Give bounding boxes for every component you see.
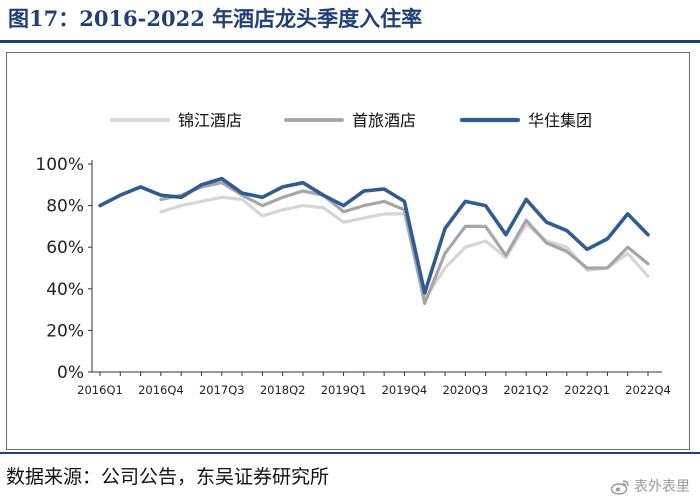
x-tick-label: 2018Q2 — [260, 383, 306, 397]
footer-divider — [0, 452, 700, 454]
legend-label-1: 锦江酒店 — [178, 111, 242, 130]
y-tick-label: 100% — [35, 155, 84, 175]
watermark-text: 表外表里 — [634, 479, 690, 495]
y-tick-label: 20% — [46, 321, 84, 341]
axes: 0% 20% 40% 60% 80% 100% 2016Q1 2016Q4 2017Q3 2018… — [35, 155, 670, 397]
plot-frame — [6, 52, 690, 450]
legend: 锦江酒店 首旅酒店 华住集团 — [110, 111, 592, 130]
watermark: 表外表里 — [610, 476, 690, 498]
title-divider — [0, 40, 700, 43]
x-tick-label: 2016Q4 — [138, 383, 184, 397]
x-tick-label: 2022Q1 — [564, 383, 610, 397]
line-chart: 锦江酒店 首旅酒店 华住集团 0% 20% 40% 60% 80% 100% 2016Q1 201… — [35, 111, 670, 397]
source-note: 数据来源：公司公告，东吴证券研究所 — [6, 466, 330, 488]
weibo-icon — [610, 480, 629, 495]
y-tick-label: 40% — [46, 280, 84, 300]
x-tick-label: 2017Q3 — [199, 383, 245, 397]
x-tick-label: 2016Q1 — [77, 383, 123, 397]
figure-title: 图17：2016-2022 年酒店龙头季度入住率 — [8, 6, 423, 31]
x-tick-label: 2022Q4 — [625, 383, 671, 397]
x-tick-label: 2020Q3 — [443, 383, 489, 397]
series-group — [98, 176, 650, 305]
y-tick-label: 80% — [46, 197, 84, 217]
series-line-3 — [98, 176, 650, 295]
x-tick-label: 2021Q2 — [503, 383, 549, 397]
series-line-2 — [159, 181, 650, 305]
legend-label-2: 首旅酒店 — [352, 111, 416, 130]
legend-label-3: 华住集团 — [528, 111, 592, 130]
x-tick-label: 2019Q1 — [321, 383, 367, 397]
y-tick-label: 0% — [57, 363, 84, 383]
y-tick-label: 60% — [46, 238, 84, 258]
x-tick-label: 2019Q4 — [382, 383, 428, 397]
